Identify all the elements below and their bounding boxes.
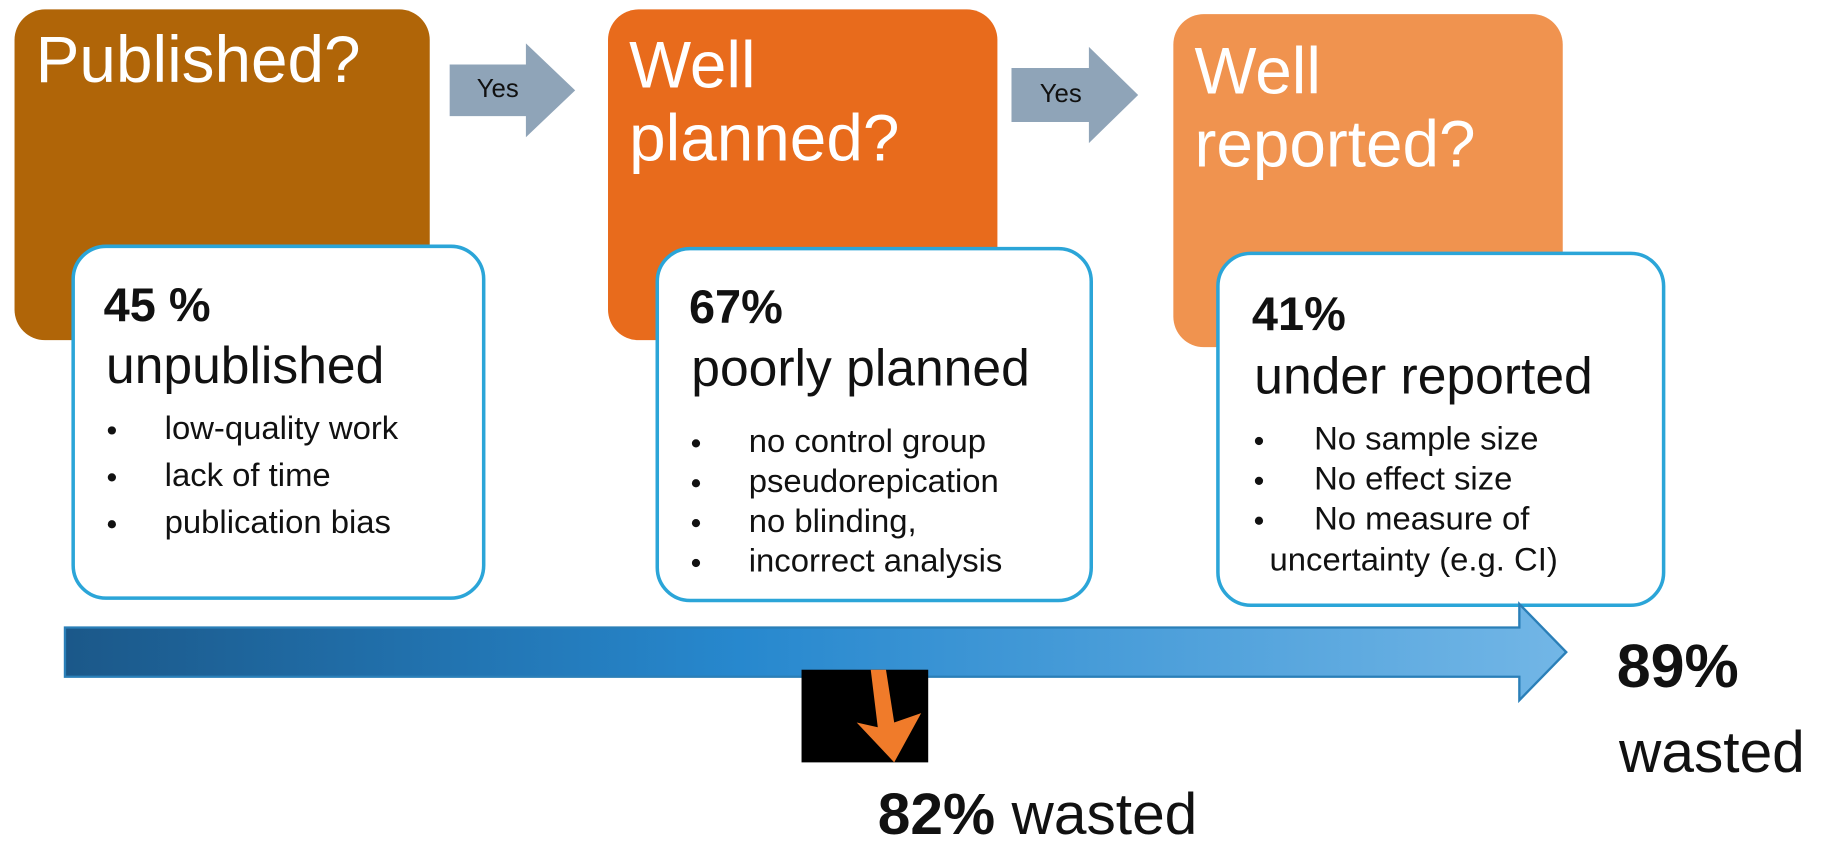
bullet-dot xyxy=(107,473,116,482)
bullet-text: no control group xyxy=(749,422,986,459)
bullet-dot xyxy=(107,426,116,435)
waste-icon xyxy=(801,669,929,763)
bullet-dot xyxy=(1254,476,1264,485)
total-label: wasted xyxy=(1618,720,1805,785)
waste-percent: 82% xyxy=(878,782,995,847)
stage-title: Well xyxy=(629,29,756,102)
waste-label: wasted xyxy=(1011,782,1198,847)
stage-title: reported? xyxy=(1194,107,1475,180)
bullet-text: lack of time xyxy=(165,456,331,493)
stage-percent: 45 % xyxy=(104,279,211,331)
bullet-dot xyxy=(691,479,701,488)
connector-label: Yes xyxy=(477,75,519,103)
bullet-dot xyxy=(691,519,701,528)
stage-percent: 41% xyxy=(1252,288,1346,340)
detail-box xyxy=(1216,251,1666,607)
stage-title: Published? xyxy=(36,23,361,96)
stage-label: under reported xyxy=(1254,347,1592,405)
bullet-dot xyxy=(1254,516,1264,525)
connector-label: Yes xyxy=(1040,80,1082,108)
bullet-text: No effect size xyxy=(1314,460,1512,497)
bullet-dot xyxy=(1254,436,1264,446)
total-percent: 89% xyxy=(1617,632,1739,700)
detail-box xyxy=(71,244,486,600)
bullet-text: No sample size xyxy=(1314,420,1538,457)
waste-arrow xyxy=(856,669,922,763)
bullet-text: pseudorepication xyxy=(749,462,999,499)
bullet-text: publication bias xyxy=(165,503,391,540)
stage-label: poorly planned xyxy=(691,338,1029,396)
stage-title: planned? xyxy=(629,101,899,174)
stage-title: Well xyxy=(1194,35,1321,108)
stage-percent: 67% xyxy=(689,281,783,333)
flow-arrow xyxy=(63,601,1568,704)
stage-label: unpublished xyxy=(106,336,384,394)
bullet-text: no blinding, xyxy=(749,502,917,539)
bullet-dot xyxy=(691,558,701,568)
connector-arrow xyxy=(1011,46,1139,144)
connector-arrow xyxy=(449,43,576,138)
bullet-text: uncertainty (e.g. CI) xyxy=(1270,540,1558,577)
bullet-dot xyxy=(691,439,701,448)
bullet-text: low-quality work xyxy=(165,409,399,446)
bullet-text: incorrect analysis xyxy=(749,542,1003,579)
bullet-dot xyxy=(107,520,116,529)
bullet-text: No measure of xyxy=(1314,499,1530,536)
detail-box xyxy=(655,246,1094,603)
